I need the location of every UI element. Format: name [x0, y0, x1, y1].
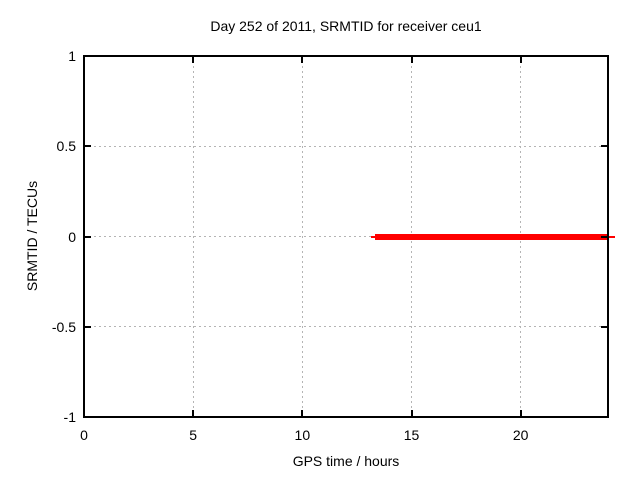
x-tick-label: 15: [403, 427, 420, 443]
y-tick-label: -1: [63, 409, 76, 425]
x-tick-label: 0: [80, 427, 88, 443]
x-tick-bottom: [410, 410, 413, 417]
series-line-segment: [371, 235, 376, 238]
y-tick-left: [84, 145, 91, 148]
y-tick-label: 0.5: [56, 138, 76, 155]
x-tick-label: 10: [294, 427, 311, 443]
y-tick-left: [84, 416, 91, 418]
y-tick-right: [601, 145, 608, 148]
y-tick-left: [84, 55, 91, 57]
y-tick-label: 1: [68, 48, 76, 64]
y-tick-left: [84, 325, 91, 328]
x-tick-top: [301, 56, 304, 63]
y-tick-label: 0: [68, 228, 76, 245]
chart-title: Day 252 of 2011, SRMTID for receiver ceu…: [210, 18, 482, 34]
y-tick-right: [601, 55, 608, 57]
series-line-segment: [608, 235, 615, 238]
x-tick-bottom: [192, 410, 195, 417]
x-tick-label: 5: [189, 427, 198, 443]
x-tick-top: [192, 56, 195, 63]
x-tick-bottom: [301, 410, 304, 417]
y-tick-right: [601, 235, 608, 238]
x-tick-top: [410, 56, 413, 63]
horizontal-gridline: [84, 236, 608, 237]
x-tick-top: [519, 56, 522, 63]
horizontal-gridline: [84, 326, 608, 328]
y-tick-left: [84, 235, 91, 238]
x-tick-bottom: [519, 410, 522, 417]
y-tick-right: [601, 325, 608, 328]
plot-area: [83, 55, 615, 418]
y-tick-right: [601, 416, 608, 418]
x-tick-top: [83, 56, 85, 63]
x-tick-label: 20: [512, 427, 529, 443]
series-line-segment: [375, 233, 608, 240]
x-axis-title: GPS time / hours: [292, 453, 400, 469]
y-tick-label: -0.5: [51, 318, 76, 335]
horizontal-gridline: [84, 145, 608, 147]
